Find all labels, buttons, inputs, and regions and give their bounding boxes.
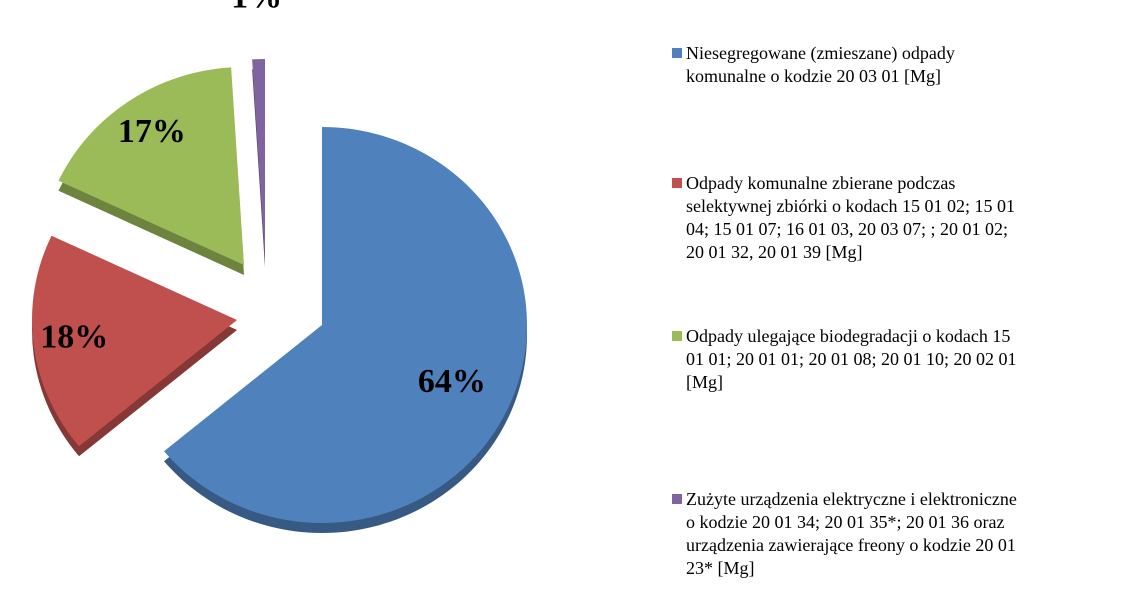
legend-swatch (672, 331, 682, 341)
legend-swatch (672, 178, 682, 188)
data-label: 17% (118, 113, 186, 150)
legend-label: Odpady ulegające biodegradacji o kodach … (686, 326, 1017, 392)
data-label: 64% (418, 363, 486, 400)
slice (32, 235, 237, 447)
data-label: 1% (231, 0, 282, 16)
slice (252, 59, 265, 257)
legend-entry: Zużyte urządzenia elektryczne i elektron… (672, 488, 1022, 580)
legend-label: Odpady komunalne zbierane podczas selekt… (686, 173, 1015, 262)
legend-swatch (672, 48, 682, 58)
chart: 64% 18% 17% 1% (31, 0, 527, 533)
slice (164, 127, 527, 523)
legend-entry: Niesegregowane (zmieszane) odpady komuna… (672, 42, 1022, 88)
legend-entry: Odpady komunalne zbierane podczas selekt… (672, 172, 1022, 264)
legend-label: Niesegregowane (zmieszane) odpady komuna… (686, 43, 955, 86)
legend-entry: Odpady ulegające biodegradacji o kodach … (672, 325, 1022, 394)
legend-label: Zużyte urządzenia elektryczne i elektron… (686, 489, 1017, 578)
legend-swatch (672, 494, 682, 504)
slice (58, 67, 245, 265)
data-label: 18% (40, 319, 108, 356)
